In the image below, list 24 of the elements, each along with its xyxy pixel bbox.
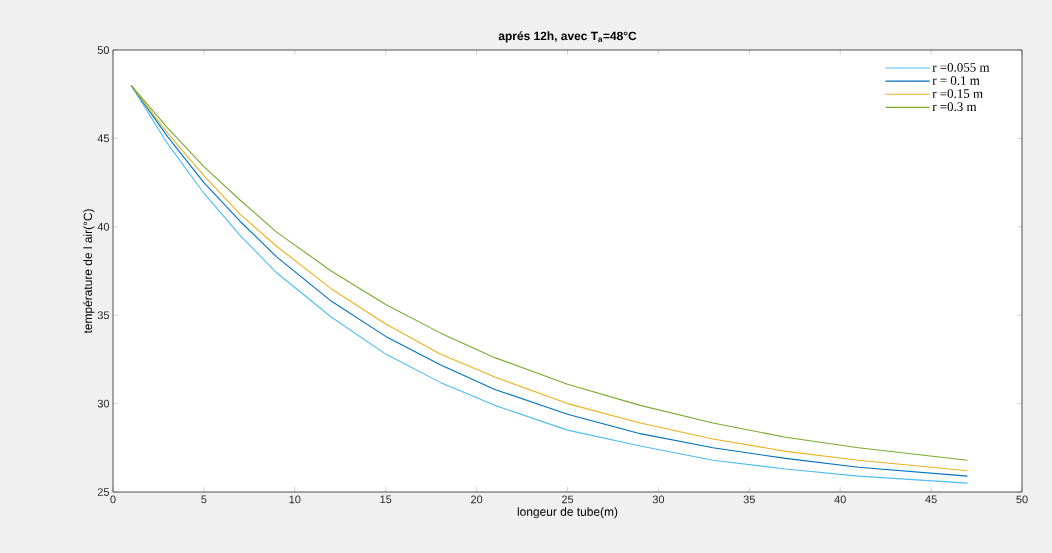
- y-tick-label: 25: [97, 488, 110, 496]
- x-tick-label: 15: [380, 495, 392, 504]
- y-tick-label: 40: [97, 222, 110, 231]
- legend-label: r =0.055 m: [932, 63, 990, 72]
- y-tick-label: 30: [97, 399, 110, 408]
- x-tick-label: 35: [743, 495, 755, 504]
- x-tick-label: 50: [1016, 495, 1028, 504]
- y-axis-title: température de l air(°C): [83, 209, 95, 334]
- x-tick-label: 30: [652, 495, 665, 504]
- legend-label: r = 0.1 m: [932, 76, 980, 85]
- x-tick-label: 0: [110, 495, 116, 504]
- x-tick-label: 5: [201, 495, 207, 504]
- x-tick-label: 10: [289, 495, 301, 504]
- legend-label: r =0.3 m: [932, 102, 977, 112]
- x-axis-title: longeur de tube(m): [517, 507, 618, 519]
- y-tick-label: 35: [97, 311, 110, 320]
- y-tick-label: 45: [97, 134, 110, 143]
- legend-label: r =0.15 m: [932, 89, 983, 99]
- x-tick-label: 45: [925, 495, 937, 504]
- x-tick-label: 25: [561, 495, 574, 504]
- chart-title: aprés 12h, avec T$_{a}$=48°C: [498, 31, 637, 43]
- x-tick-label: 40: [834, 495, 846, 504]
- x-tick-label: 20: [471, 495, 483, 504]
- y-tick-label: 50: [97, 46, 110, 54]
